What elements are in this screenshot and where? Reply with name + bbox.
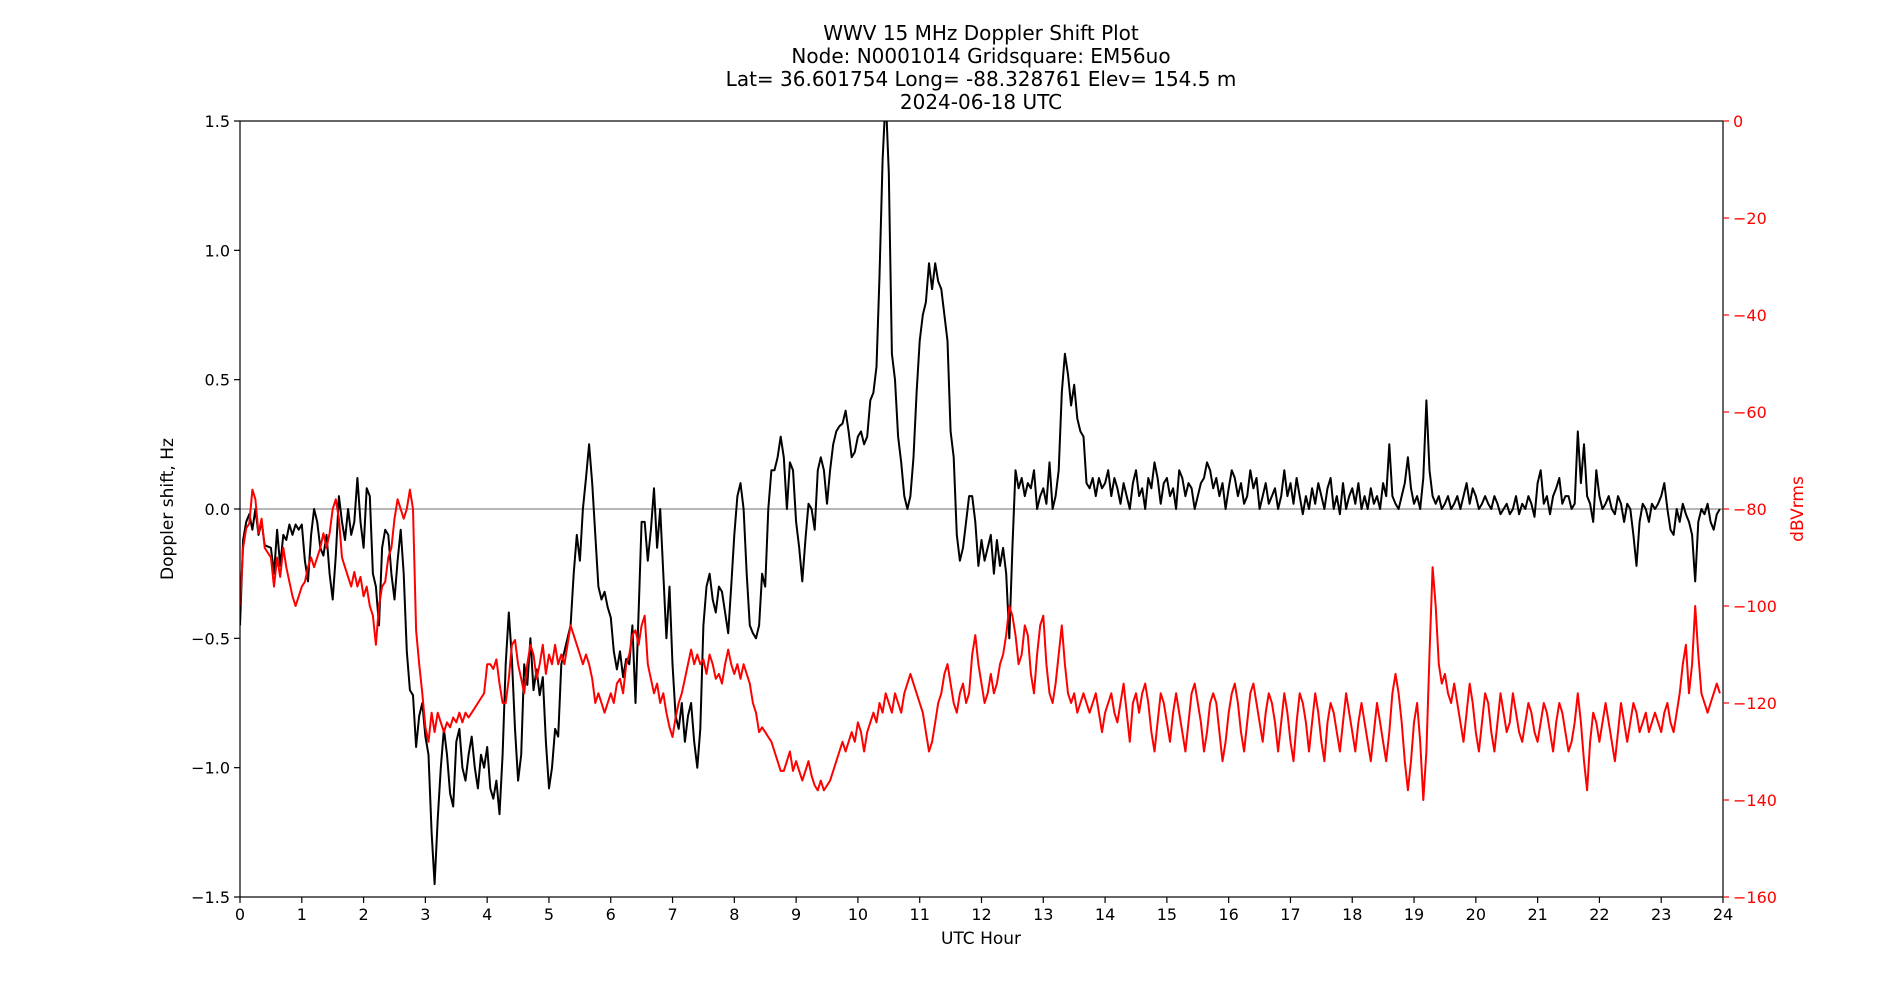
x-tick-label: 9: [791, 905, 801, 924]
x-tick-label: 22: [1589, 905, 1609, 924]
chart-title: WWV 15 MHz Doppler Shift Plot Node: N000…: [726, 21, 1237, 114]
x-axis-label: UTC Hour: [941, 929, 1021, 949]
y-right-tick-label: −100: [1733, 597, 1777, 616]
y-axis-right-label: dBVrms: [1788, 476, 1808, 542]
y-left-tick-label: −0.5: [191, 629, 230, 648]
x-tick-label: 2: [358, 905, 368, 924]
y-left-tick-label: 1.0: [205, 241, 230, 260]
title-line-3: Lat= 36.601754 Long= -88.328761 Elev= 15…: [726, 67, 1237, 91]
title-line-1: WWV 15 MHz Doppler Shift Plot: [823, 21, 1139, 45]
x-tick-label: 0: [235, 905, 245, 924]
x-tick-label: 1: [297, 905, 307, 924]
x-tick-label: 10: [848, 905, 868, 924]
x-tick-label: 11: [910, 905, 930, 924]
x-tick-label: 16: [1218, 905, 1238, 924]
y-axis-right: 0 −20 −40 −60 −80 −100 −120 −140 −160: [1723, 112, 1777, 907]
y-right-tick-label: −80: [1733, 500, 1767, 519]
x-tick-label: 21: [1527, 905, 1547, 924]
x-tick-label: 15: [1157, 905, 1177, 924]
x-tick-label: 7: [667, 905, 677, 924]
y-right-tick-label: −140: [1733, 791, 1777, 810]
y-right-tick-label: −60: [1733, 403, 1767, 422]
x-tick-label: 24: [1713, 905, 1733, 924]
x-tick-label: 14: [1095, 905, 1115, 924]
x-tick-label: 12: [971, 905, 991, 924]
title-line-2: Node: N0001014 Gridsquare: EM56uo: [791, 44, 1170, 68]
y-left-tick-label: −1.5: [191, 888, 230, 907]
y-axis-left-label: Doppler shift, Hz: [158, 438, 178, 580]
x-axis: 0 1 2 3 4 5 6 7 8 9 10 11 12 13 14 15 16 17 18 19 20 21 22 23 24: [235, 897, 1733, 924]
signal-level-line: [240, 488, 1721, 801]
y-axis-left: 1.5 1.0 0.5 0.0 −0.5 −1.0 −1.5: [191, 112, 240, 907]
x-tick-label: 6: [606, 905, 616, 924]
y-right-tick-label: −120: [1733, 694, 1777, 713]
x-tick-label: 4: [482, 905, 492, 924]
x-tick-label: 17: [1280, 905, 1300, 924]
x-tick-label: 3: [420, 905, 430, 924]
title-line-4: 2024-06-18 UTC: [900, 90, 1062, 114]
x-tick-label: 8: [729, 905, 739, 924]
doppler-shift-line: [240, 121, 1721, 886]
y-right-tick-label: −20: [1733, 209, 1767, 228]
y-left-tick-label: 0.5: [205, 371, 230, 390]
y-left-tick-label: 0.0: [205, 500, 230, 519]
x-tick-label: 18: [1342, 905, 1362, 924]
x-tick-label: 20: [1466, 905, 1486, 924]
y-right-tick-label: −40: [1733, 306, 1767, 325]
y-left-tick-label: 1.5: [205, 112, 230, 131]
y-right-tick-label: 0: [1733, 112, 1743, 131]
x-tick-label: 13: [1033, 905, 1053, 924]
series-layer: [240, 121, 1721, 886]
y-right-tick-label: −160: [1733, 888, 1777, 907]
x-tick-label: 19: [1404, 905, 1424, 924]
x-tick-label: 5: [544, 905, 554, 924]
x-tick-label: 23: [1651, 905, 1671, 924]
y-left-tick-label: −1.0: [191, 759, 230, 778]
